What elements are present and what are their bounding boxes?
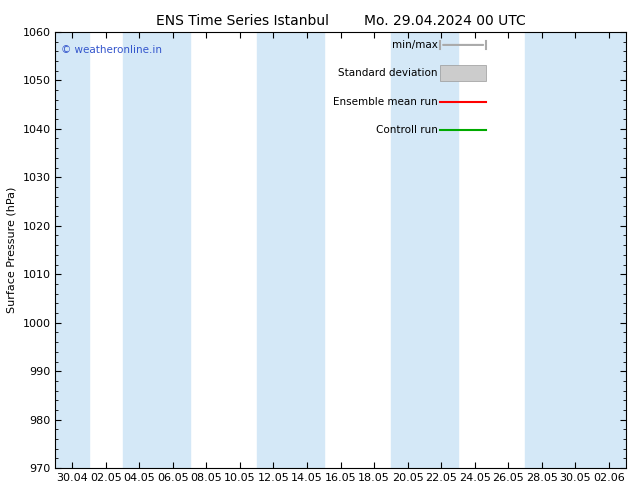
Bar (56, 32, 89, 468)
Y-axis label: Surface Pressure (hPa): Surface Pressure (hPa) (7, 187, 17, 313)
Bar (391, 32, 458, 468)
Text: Standard deviation: Standard deviation (338, 68, 437, 78)
FancyBboxPatch shape (441, 66, 486, 81)
Bar (257, 32, 324, 468)
Text: © weatheronline.in: © weatheronline.in (61, 45, 162, 55)
Bar (592, 32, 626, 468)
Text: Controll run: Controll run (375, 125, 437, 135)
Title: ENS Time Series Istanbul        Mo. 29.04.2024 00 UTC: ENS Time Series Istanbul Mo. 29.04.2024 … (156, 14, 526, 28)
Text: min/max: min/max (392, 40, 437, 50)
Text: Ensemble mean run: Ensemble mean run (333, 97, 437, 107)
Bar (525, 32, 592, 468)
Bar (122, 32, 190, 468)
